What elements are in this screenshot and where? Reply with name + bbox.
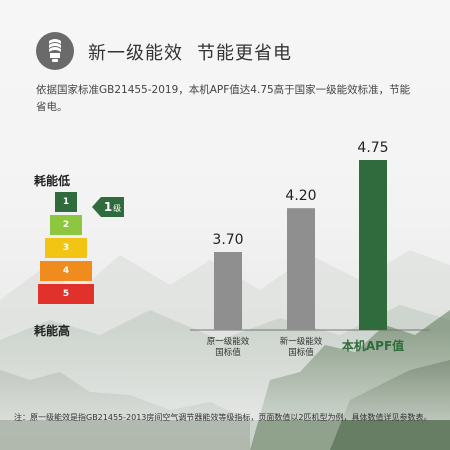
category-label-1-line-1: 原一级能效 [207, 336, 250, 347]
level-pointer-icon [92, 197, 101, 217]
bar-2 [287, 208, 315, 330]
energy-level-5: 5 [38, 284, 94, 304]
bar-1 [214, 252, 242, 330]
energy-level-1: 1 [55, 192, 77, 212]
energy-level-pyramid: 1 2 3 4 5 [38, 192, 94, 307]
energy-level-2-label: 2 [62, 220, 70, 230]
energy-level-3: 3 [45, 238, 87, 258]
bar-value-label-3: 4.75 [357, 140, 388, 156]
energy-level-4-label: 4 [62, 266, 70, 276]
energy-low-label: 耗能低 [34, 174, 71, 188]
bar-3 [359, 160, 387, 330]
title-part-2: 节能更省电 [197, 43, 292, 64]
energy-level-4: 4 [40, 261, 92, 281]
category-label-2-line-2: 国标值 [288, 347, 314, 358]
energy-level-3-label: 3 [62, 243, 70, 253]
energy-level-1-label: 1 [62, 197, 70, 207]
bar-value-label-1: 3.70 [212, 232, 243, 248]
energy-level-2: 2 [50, 215, 82, 235]
current-level-unit: 级 [113, 204, 122, 213]
description-text: 依据国家标准GB21455-2019，本机APF值达4.75高于国家一级能效标准… [36, 84, 411, 113]
category-label-2-line-1: 新一级能效 [280, 336, 323, 347]
footnote: 注：原一级能效是指GB21455-2013房间空气调节器能效等级指标，页面数值以… [14, 413, 432, 422]
energy-saving-bulb-icon [36, 32, 74, 70]
page-title: 新一级能效 节能更省电 [88, 39, 292, 65]
energy-high-label: 耗能高 [34, 324, 71, 338]
category-label-3-line-1: 本机APF值 [342, 338, 404, 353]
bar-value-label-2: 4.20 [285, 188, 316, 204]
category-label-1-line-2: 国标值 [215, 347, 241, 358]
title-part-1: 新一级能效 [88, 43, 183, 64]
current-level-number: 1 [103, 200, 113, 214]
energy-level-5-label: 5 [62, 289, 70, 299]
